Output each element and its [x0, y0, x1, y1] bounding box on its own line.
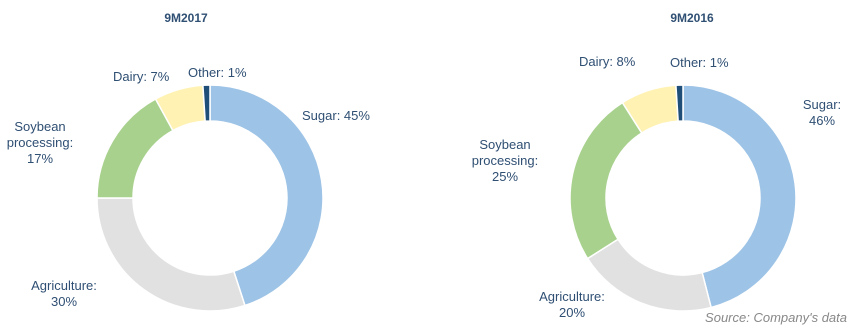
slice-soybean-processing: [96, 97, 174, 199]
slice-label-line: Sugar:: [803, 97, 841, 112]
slice-agriculture: [96, 197, 246, 312]
slice-other: [202, 84, 211, 122]
slice-soybean-processing: [569, 101, 643, 260]
slice-label-line: Dairy: 8%: [579, 54, 636, 69]
slice-label-dairy: Dairy: 7%: [113, 69, 170, 84]
slice-label-line: Dairy: 7%: [113, 69, 170, 84]
chart-title: 9M2017: [164, 11, 208, 25]
slice-label-other: Other: 1%: [188, 65, 247, 80]
slice-label-line: Other: 1%: [188, 65, 247, 80]
slice-label-other: Other: 1%: [670, 55, 729, 70]
slice-label-line: 25%: [492, 169, 518, 184]
slice-label-agriculture: Agriculture: 20%: [539, 289, 605, 320]
donut-chart-9m2017: 9M2017 Sugar: 45% Agriculture: 30% Soybean pr…: [7, 11, 370, 312]
slice-label-sugar: Sugar: 45%: [302, 108, 370, 123]
slice-label-agriculture: Agriculture: 30%: [31, 278, 97, 309]
slice-label-dairy: Dairy: 8%: [579, 54, 636, 69]
slice-agriculture: [586, 238, 713, 312]
slice-label-line: processing:: [7, 135, 73, 150]
slice-sugar: [682, 84, 797, 309]
slice-label-soybean-processing: Soybean processing: 25%: [472, 137, 538, 184]
slice-label-sugar: Sugar: 46%: [803, 97, 841, 128]
slice-label-soybean-processing: Soybean processing: 17%: [7, 119, 73, 166]
slice-label-line: Agriculture:: [539, 289, 605, 304]
slice-label-line: 17%: [27, 151, 53, 166]
source-note: Source: Company's data: [705, 310, 847, 325]
slice-label-line: 20%: [559, 305, 585, 320]
slice-label-line: 46%: [809, 113, 835, 128]
slice-label-line: processing:: [472, 153, 538, 168]
chart-title: 9M2016: [670, 11, 714, 25]
slice-label-line: Soybean: [479, 137, 530, 152]
slice-label-line: Other: 1%: [670, 55, 729, 70]
slice-label-line: Agriculture:: [31, 278, 97, 293]
slice-other: [675, 84, 684, 122]
slice-sugar: [209, 84, 324, 307]
slice-label-line: Sugar: 45%: [302, 108, 370, 123]
slice-label-line: 30%: [51, 294, 77, 309]
donut-chart-9m2016: 9M2016 Sugar: 46% Agriculture: 20% Soybean pro…: [472, 11, 841, 320]
slice-label-line: Soybean: [14, 119, 65, 134]
